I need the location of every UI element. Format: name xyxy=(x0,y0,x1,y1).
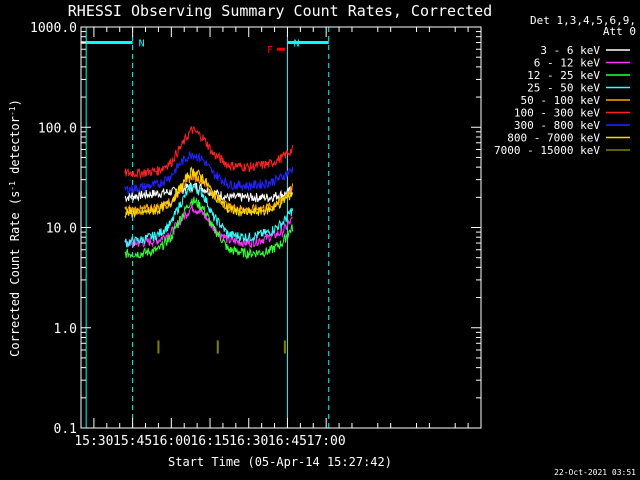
axes: 0.1 1.0 10.0 100.0 1000.0 15:30 15:45 16:00 16:1… xyxy=(30,21,482,449)
y-tick-label-3: 100.0 xyxy=(38,121,77,136)
x-tick-label-0: 15:30 xyxy=(74,434,113,449)
legend-label-5: 100 - 300 keV xyxy=(514,107,600,120)
legend-header-0: Det 1,3,4,5,6,9, xyxy=(530,14,636,27)
series-line-3 xyxy=(124,183,294,248)
legend-label-3: 25 - 50 keV xyxy=(527,82,600,95)
x-tick-label-6: 17:00 xyxy=(307,434,346,449)
annotation-label-0: N xyxy=(139,39,145,50)
x-tick-label-3: 16:15 xyxy=(190,434,229,449)
series-line-2 xyxy=(124,196,294,260)
y-axis-label: Corrected Count Rate (s-1 detector-1) xyxy=(8,99,22,357)
annotation-label-1: N xyxy=(293,39,299,50)
legend-label-1: 6 - 12 keV xyxy=(534,57,601,70)
x-axis-label: Start Time (05-Apr-14 15:27:42) xyxy=(168,455,392,469)
footer-timestamp: 22-Oct-2021 03:51 xyxy=(554,468,636,477)
x-tick-label-1: 15:45 xyxy=(113,434,152,449)
legend-label-7: 800 - 7000 keV xyxy=(507,132,600,145)
chart-title: RHESSI Observing Summary Count Rates, Co… xyxy=(68,2,492,20)
y-tick-label-1: 1.0 xyxy=(54,322,77,337)
series-line-6 xyxy=(124,150,294,196)
series-line-0 xyxy=(124,181,293,203)
legend-label-2: 12 - 25 keV xyxy=(527,69,600,82)
legend-label-4: 50 - 100 keV xyxy=(521,94,601,107)
y-tick-label-4: 1000.0 xyxy=(30,21,77,36)
annotation-label-2: F xyxy=(267,45,273,56)
legend-label-6: 300 - 800 keV xyxy=(514,119,600,132)
series-line-1 xyxy=(124,202,293,249)
legend-header-1: Att 0 xyxy=(603,25,636,38)
x-tick-label-5: 16:45 xyxy=(268,434,307,449)
series-line-5 xyxy=(124,125,294,180)
y-tick-label-2: 10.0 xyxy=(46,222,77,237)
x-tick-label-4: 16:30 xyxy=(229,434,268,449)
plot-area: N NF xyxy=(81,27,330,428)
x-tick-label-2: 16:00 xyxy=(152,434,191,449)
series-line-7 xyxy=(124,166,294,219)
legend-label-0: 3 - 6 keV xyxy=(540,44,600,57)
legend-label-8: 7000 - 15000 keV xyxy=(494,144,600,157)
y-tick-label-0: 0.1 xyxy=(54,422,77,437)
